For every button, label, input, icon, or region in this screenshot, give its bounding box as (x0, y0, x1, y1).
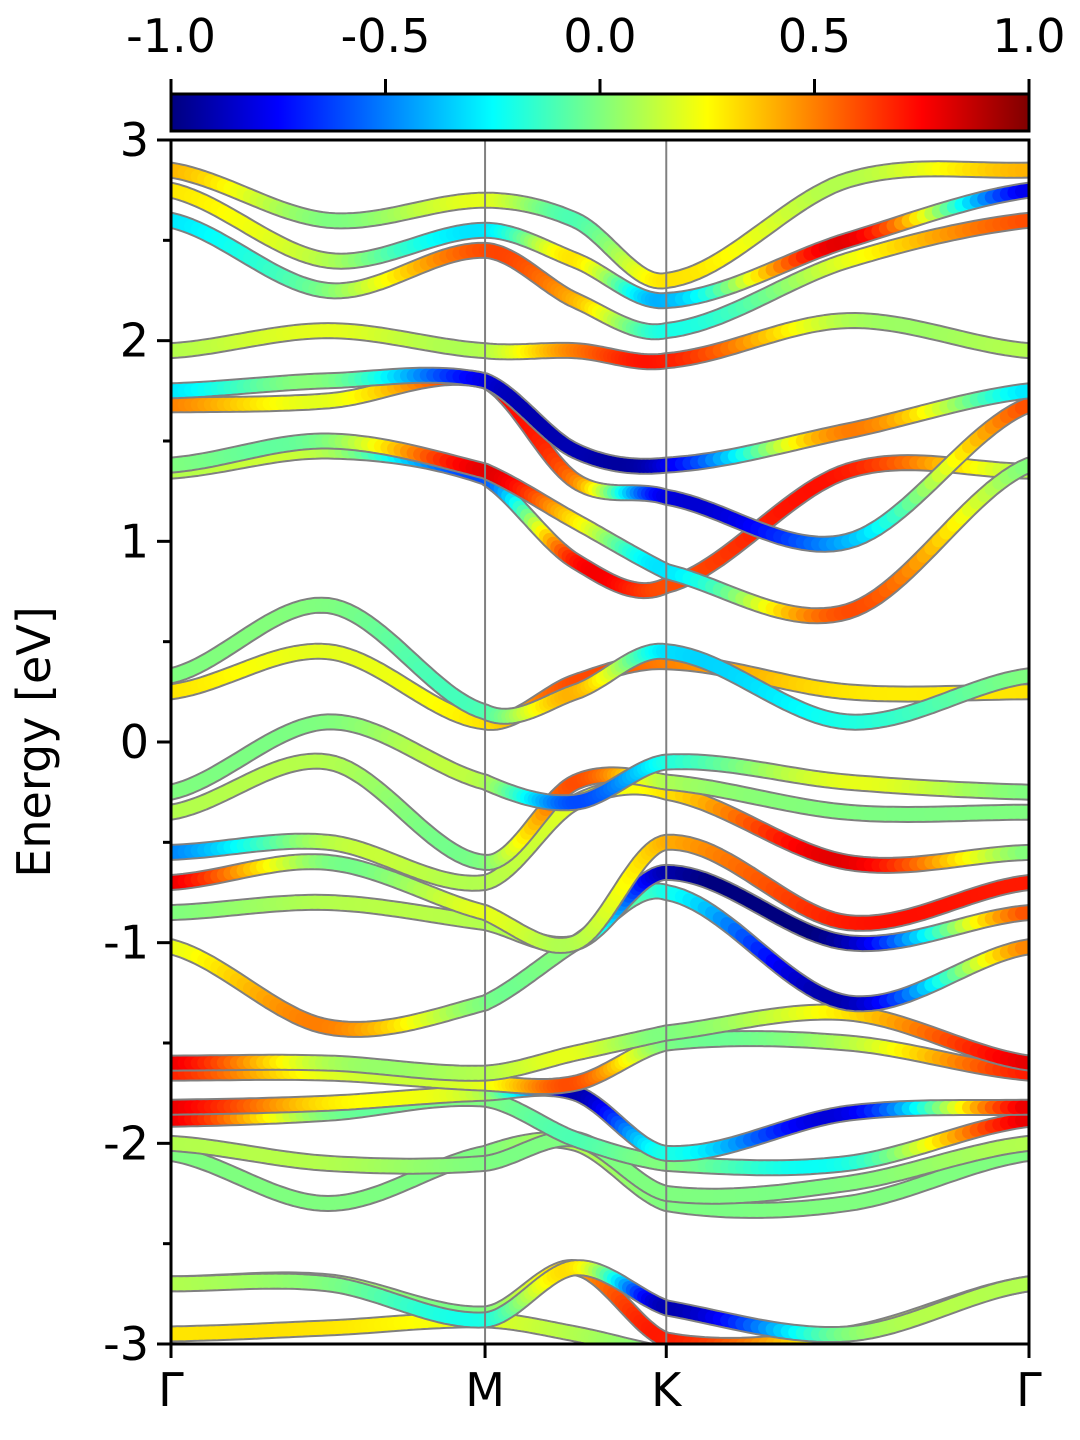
band-segment (635, 1342, 647, 1344)
band-segment (719, 1358, 727, 1359)
colorbar-tick-label: 0.0 (563, 9, 636, 63)
colorbar-ticks: -1.0 -0.5 0.0 0.5 1.0 (126, 9, 1066, 94)
y-tick-label: -1 (103, 916, 149, 970)
band-9 (171, 1003, 1029, 1082)
y-tick-label: 3 (120, 113, 149, 167)
high-symmetry-lines (484, 140, 668, 1344)
band-segment (651, 1351, 655, 1352)
band-segment (689, 1356, 697, 1357)
colorbar-tick-label: -1.0 (126, 9, 216, 63)
band-3 (171, 1259, 1029, 1343)
band-outline (171, 596, 1029, 731)
colorbar-tick-label: -0.5 (341, 9, 431, 63)
x-tick-label: M (465, 1363, 505, 1417)
y-tick-label: 0 (120, 715, 149, 769)
band-segment (630, 1341, 645, 1344)
band-17 (171, 596, 1029, 731)
band-15 (171, 713, 1029, 812)
x-tick-label: K (651, 1363, 683, 1417)
colorbar-tick-label: 0.5 (778, 9, 851, 63)
y-tick-label: -3 (103, 1317, 149, 1371)
band-segment (727, 1359, 735, 1360)
band-1 (171, 1311, 750, 1360)
band-segment (640, 1343, 649, 1344)
x-tick-label: Γ (1016, 1363, 1042, 1417)
band-segment (742, 1359, 750, 1360)
band-14 (171, 752, 1029, 871)
band-segment (674, 1355, 682, 1356)
band-12 (171, 833, 1029, 954)
y-tick-label: 1 (120, 514, 149, 568)
band-23 (171, 211, 1029, 341)
band-segment (655, 1352, 659, 1353)
x-tick-label: Γ (158, 1363, 184, 1417)
bands-layer (171, 160, 1029, 1360)
band-24 (171, 181, 1029, 310)
band-7 (171, 1079, 1029, 1163)
y-tick-label: 2 (120, 314, 149, 368)
band-10 (171, 882, 1029, 1038)
band-segment (622, 1339, 639, 1344)
band-8 (171, 1030, 1029, 1095)
y-axis-label: Energy [eV] (7, 606, 61, 877)
band-segment (681, 1355, 689, 1356)
band-19 (171, 432, 1029, 625)
y-tick-label: -2 (103, 1116, 149, 1170)
y-axis-ticks: -3 -2 -1 0 1 2 3 (103, 113, 171, 1371)
band-25 (171, 160, 1029, 290)
band-22 (171, 312, 1029, 371)
band-segment (704, 1357, 712, 1358)
colorbar (169, 92, 1031, 133)
band-segment (659, 1353, 663, 1354)
band-segment (646, 1343, 649, 1344)
colorbar-tick-label: 1.0 (992, 9, 1065, 63)
band-segment (697, 1356, 705, 1357)
band-21 (171, 366, 1029, 475)
band-segment (626, 1340, 642, 1344)
band-segment (712, 1358, 720, 1359)
